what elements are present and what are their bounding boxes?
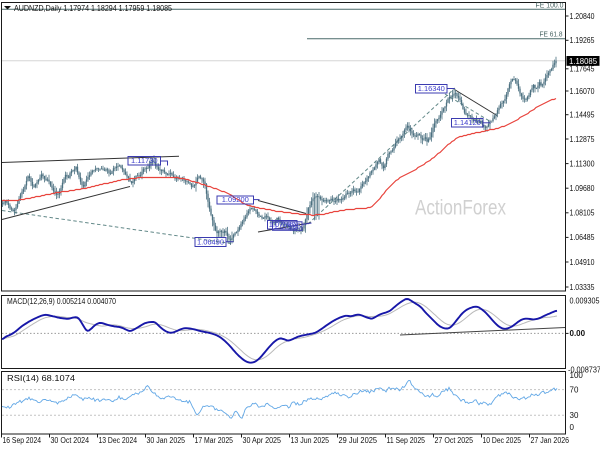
svg-text:30 Jan 2025: 30 Jan 2025 [147,436,186,445]
svg-text:1.14120: 1.14120 [454,118,481,127]
svg-text:1.09680: 1.09680 [570,184,595,193]
svg-text:MACD(12,26,9) 0.005214 0.00407: MACD(12,26,9) 0.005214 0.004070 [7,297,116,306]
svg-text:27 Oct 2025: 27 Oct 2025 [435,436,474,445]
svg-text:1.16340: 1.16340 [418,84,445,93]
svg-text:1.07580: 1.07580 [269,220,296,229]
svg-text:30 Oct 2024: 30 Oct 2024 [51,436,90,445]
svg-text:100: 100 [570,371,584,380]
svg-text:0: 0 [570,423,575,432]
svg-text:10 Dec 2025: 10 Dec 2025 [483,436,522,445]
svg-text:27 Jan 2026: 27 Jan 2026 [531,436,570,445]
svg-text:13 Jun 2025: 13 Jun 2025 [291,436,330,445]
svg-text:1.08105: 1.08105 [570,209,595,218]
svg-text:1.07585: 1.07585 [274,222,301,231]
svg-text:-0.008737: -0.008737 [568,365,600,374]
svg-text:11 Sep 2025: 11 Sep 2025 [387,436,426,445]
svg-text:29 Jul 2025: 29 Jul 2025 [339,436,378,445]
svg-text:1.20840: 1.20840 [570,12,595,21]
svg-text:30: 30 [570,411,579,420]
svg-text:0.00: 0.00 [570,329,586,338]
svg-text:1.06485: 1.06485 [570,233,595,242]
svg-text:70: 70 [570,385,579,394]
svg-text:AUDNZD,Daily 1.17974 1.18294: AUDNZD,Daily 1.17974 1.18294 1.17959 1.1… [14,4,172,13]
svg-text:1.18085: 1.18085 [569,57,598,66]
svg-text:17 Mar 2025: 17 Mar 2025 [195,436,234,445]
svg-text:1.04910: 1.04910 [570,258,595,267]
svg-text:30 Apr 2025: 30 Apr 2025 [243,436,282,445]
svg-text:1.09200: 1.09200 [222,195,249,204]
svg-text:1.06490: 1.06490 [197,238,224,247]
svg-text:1.17645: 1.17645 [570,65,595,74]
svg-text:ActionForex: ActionForex [415,197,506,220]
svg-text:16 Sep 2024: 16 Sep 2024 [3,436,42,445]
svg-text:FE 61.8: FE 61.8 [540,29,563,38]
svg-text:RSI(14) 68.1074: RSI(14) 68.1074 [7,374,76,383]
svg-text:1.14495: 1.14495 [570,111,595,120]
svg-text:1.19265: 1.19265 [570,36,595,45]
svg-text:1.12875: 1.12875 [570,135,595,144]
svg-text:13 Dec 2024: 13 Dec 2024 [99,436,138,445]
svg-text:1.03335: 1.03335 [570,283,595,292]
svg-text:0.009305: 0.009305 [570,297,600,306]
svg-text:1.11730: 1.11730 [131,156,158,165]
svg-text:1.11300: 1.11300 [570,159,595,168]
svg-text:1.16070: 1.16070 [570,87,595,96]
svg-text:FE 100.0: FE 100.0 [536,0,564,9]
